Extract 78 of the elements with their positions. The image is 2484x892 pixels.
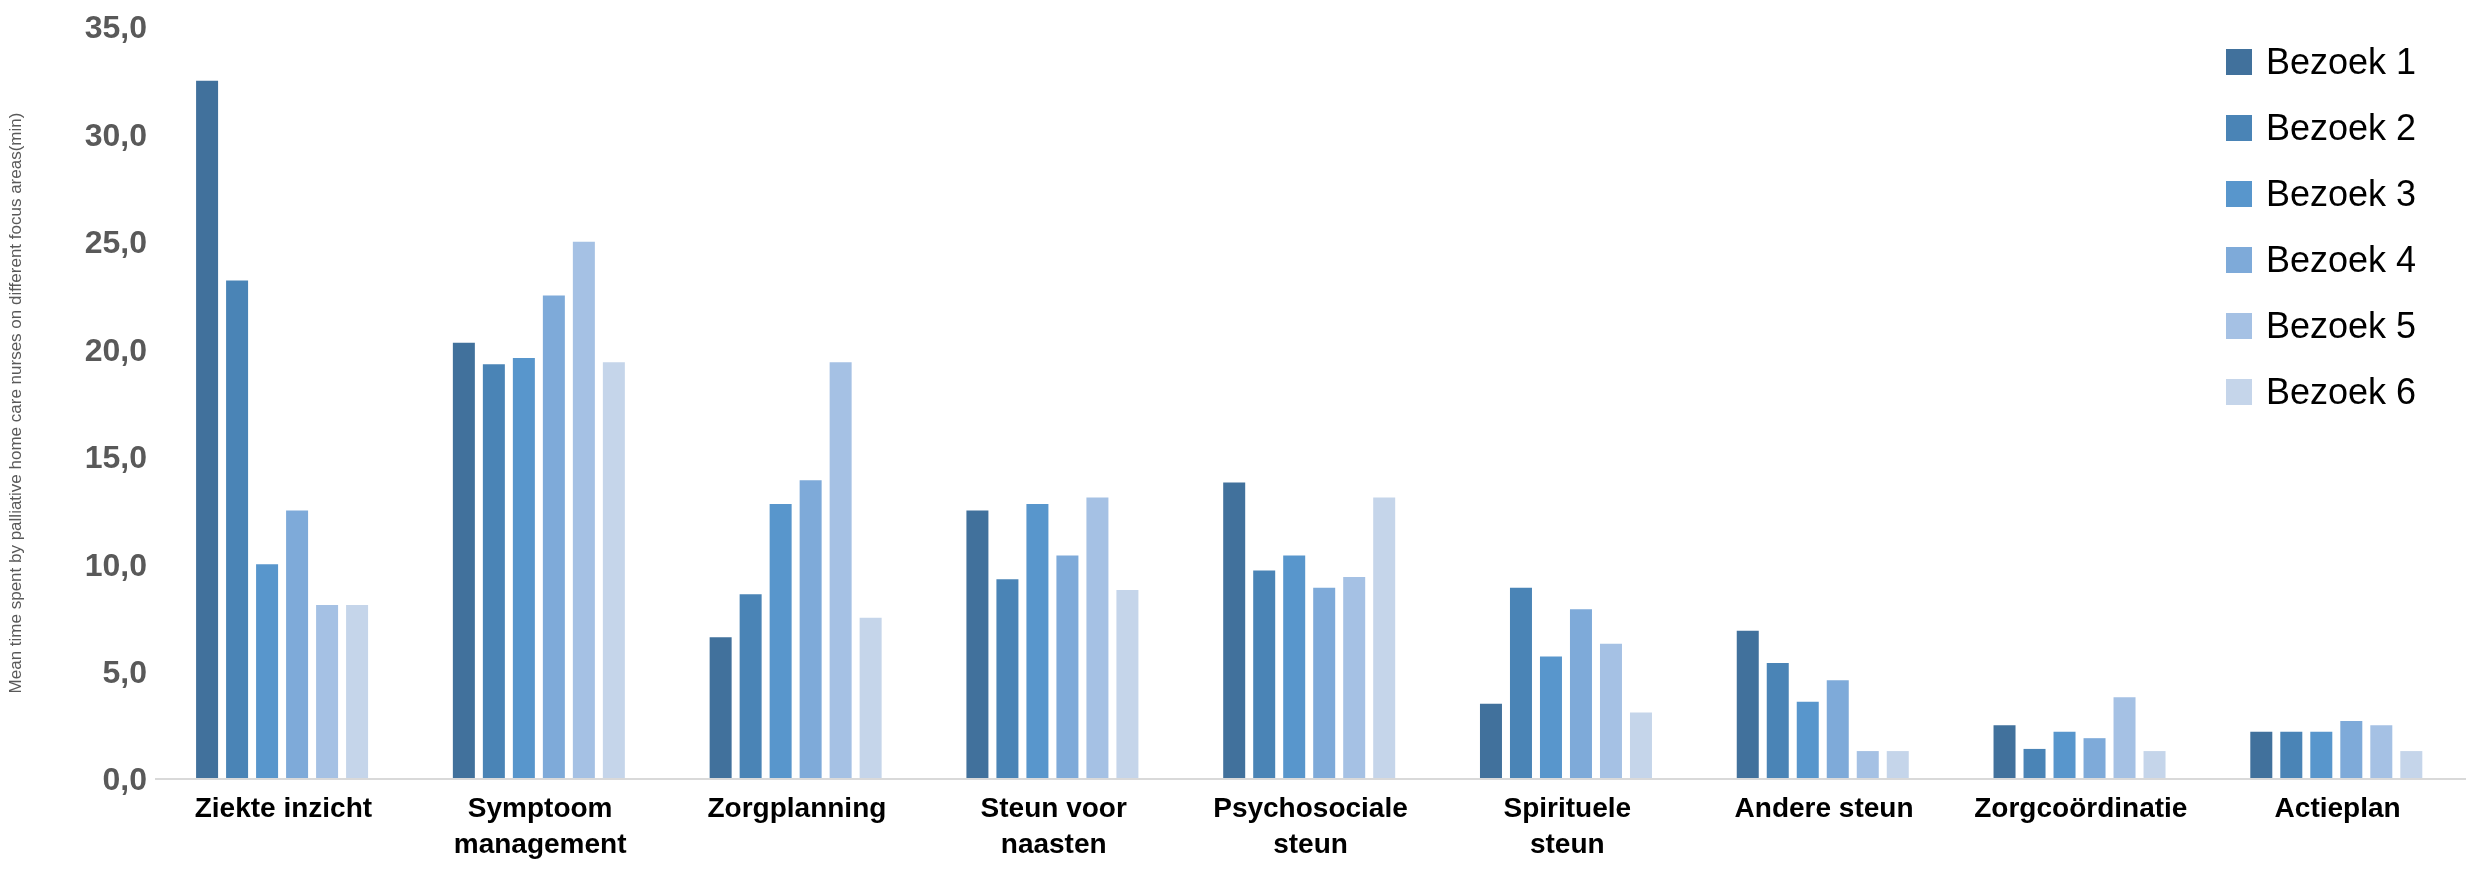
bar bbox=[2023, 748, 2046, 779]
bar bbox=[1373, 497, 1396, 779]
bar bbox=[1886, 751, 1909, 779]
bar bbox=[1086, 497, 1109, 779]
y-tick-label: 0,0 bbox=[102, 761, 147, 798]
y-tick-label: 30,0 bbox=[84, 116, 147, 153]
y-tick-label: 20,0 bbox=[84, 331, 147, 368]
x-tick-label: Symptoom management bbox=[453, 792, 627, 859]
bar bbox=[769, 503, 792, 779]
legend-label: Bezoek 3 bbox=[2265, 172, 2416, 216]
legend-label: Bezoek 2 bbox=[2265, 106, 2416, 150]
bar bbox=[996, 579, 1019, 779]
x-tick-label: Steun voor naasten bbox=[980, 792, 1127, 859]
x-tick-label: Zorgplanning bbox=[707, 792, 887, 823]
bar bbox=[1856, 751, 1879, 779]
legend-label: Bezoek 4 bbox=[2265, 238, 2416, 282]
bar bbox=[2400, 751, 2423, 779]
x-tick-label: Ziekte inzicht bbox=[194, 792, 373, 823]
bar bbox=[1026, 503, 1049, 779]
x-tick-label: Andere steun bbox=[1734, 792, 1914, 823]
bar bbox=[859, 617, 882, 779]
bar bbox=[2113, 697, 2136, 779]
bar bbox=[2310, 731, 2333, 779]
legend-label: Bezoek 6 bbox=[2265, 370, 2416, 414]
bar bbox=[1599, 643, 1622, 779]
bar bbox=[799, 480, 822, 779]
bar bbox=[196, 80, 219, 779]
bar bbox=[709, 637, 732, 779]
y-axis-title: Mean time spent by palliative home care nurses on different focus areas(min) bbox=[6, 112, 26, 694]
bar bbox=[1796, 701, 1819, 779]
x-tick-label: Spirituele steun bbox=[1503, 792, 1632, 859]
legend-label: Bezoek 5 bbox=[2265, 304, 2416, 348]
bar bbox=[1283, 555, 1306, 779]
y-tick-label: 35,0 bbox=[84, 9, 147, 46]
x-tick-label: Psychosociale steun bbox=[1213, 792, 1408, 859]
legend-label: Bezoek 1 bbox=[2265, 40, 2416, 84]
bar bbox=[1479, 703, 1502, 779]
bar bbox=[2083, 738, 2106, 779]
bar bbox=[256, 564, 279, 779]
bar bbox=[1343, 577, 1366, 779]
bar bbox=[966, 510, 989, 779]
bar bbox=[1253, 570, 1276, 779]
bar bbox=[572, 241, 595, 779]
bar bbox=[1993, 725, 2016, 779]
bar bbox=[2143, 751, 2166, 779]
bar bbox=[1056, 555, 1079, 779]
y-tick-label: 15,0 bbox=[84, 439, 147, 476]
x-tick-label: Zorgcoördinatie bbox=[1974, 792, 2188, 823]
bar bbox=[482, 364, 505, 779]
bar bbox=[2340, 720, 2363, 779]
bar bbox=[1569, 609, 1592, 779]
bar bbox=[2053, 731, 2076, 779]
y-tick-label: 25,0 bbox=[84, 224, 147, 261]
bar bbox=[1313, 587, 1336, 779]
bar bbox=[452, 342, 475, 779]
x-tick-label: Actieplan bbox=[2274, 792, 2401, 823]
bar bbox=[542, 295, 565, 779]
bar bbox=[1826, 680, 1849, 779]
bar bbox=[1509, 587, 1532, 779]
bar bbox=[316, 604, 339, 779]
bar bbox=[1116, 589, 1139, 779]
y-tick-label: 5,0 bbox=[102, 653, 147, 690]
bar bbox=[2370, 725, 2393, 779]
bar bbox=[829, 362, 852, 779]
bar bbox=[1223, 482, 1246, 779]
bar bbox=[226, 280, 249, 779]
bar bbox=[512, 357, 535, 779]
bar bbox=[346, 604, 369, 779]
bar bbox=[1766, 662, 1789, 779]
bar bbox=[2280, 731, 2303, 779]
bar bbox=[602, 362, 625, 779]
y-tick-label: 10,0 bbox=[84, 546, 147, 583]
bar bbox=[739, 594, 762, 779]
bar bbox=[1629, 712, 1652, 779]
bar bbox=[286, 510, 309, 779]
bar bbox=[1539, 656, 1562, 779]
bar bbox=[1736, 630, 1759, 779]
bar bbox=[2250, 731, 2273, 779]
